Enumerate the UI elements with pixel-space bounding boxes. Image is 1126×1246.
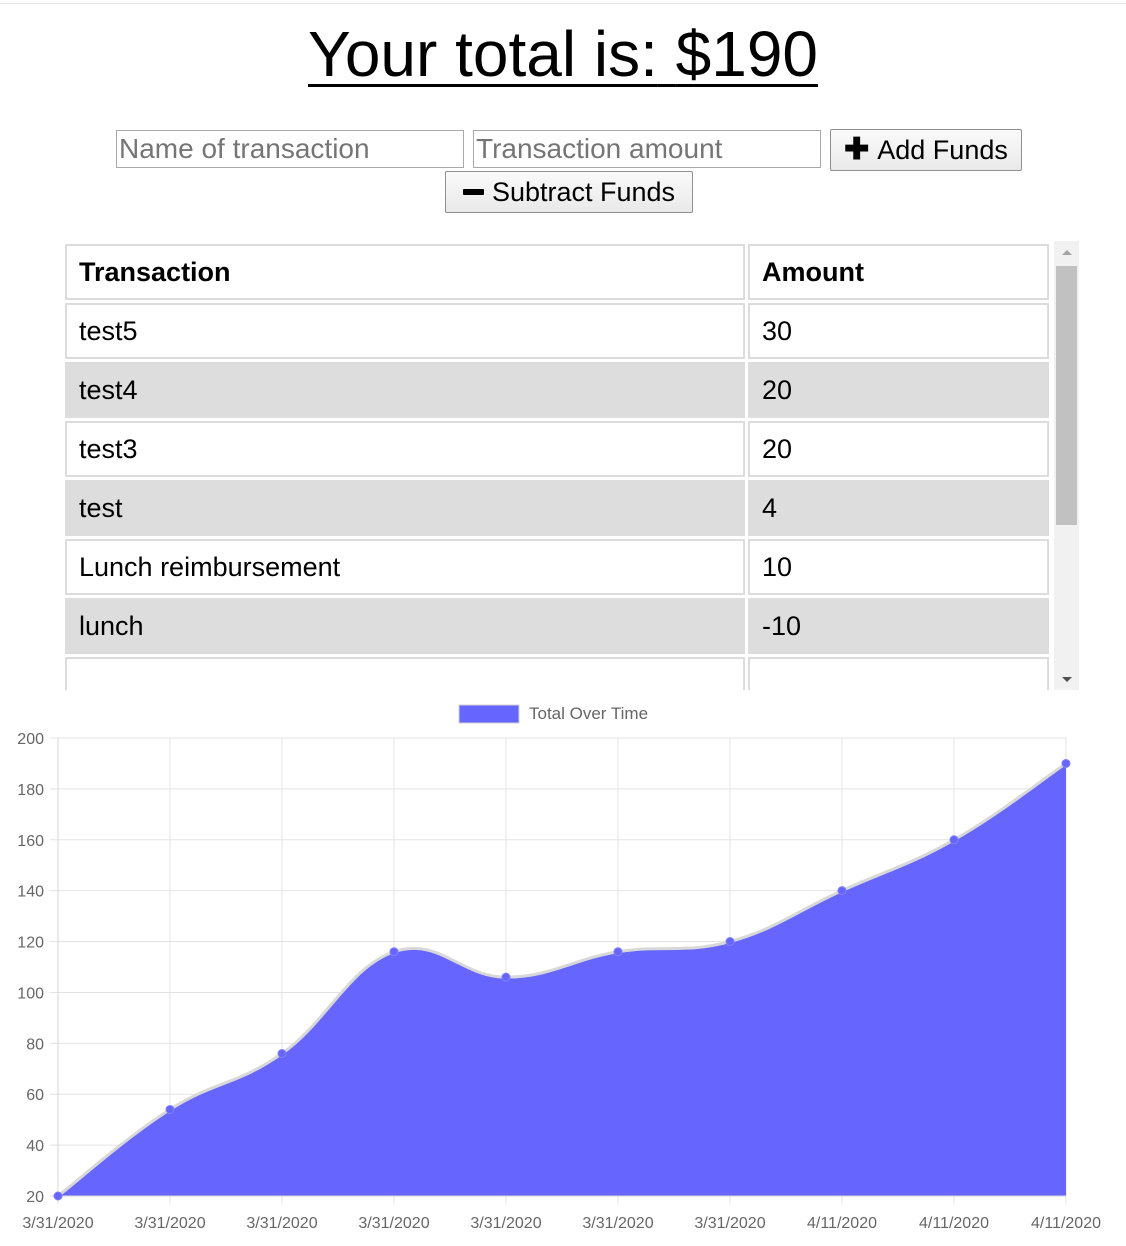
add-funds-label: Add Funds [877, 134, 1008, 165]
table-row: test4 20 [65, 362, 1049, 418]
series-line-total-over-time [57, 762, 1067, 1198]
transaction-name-cell: test3 [65, 421, 745, 477]
table-row: test5 30 [65, 303, 1049, 359]
transactions-table-container[interactable]: Transaction Amount test5 30 test4 20 tes… [62, 241, 1079, 690]
scroll-down-arrow-icon[interactable] [1054, 670, 1079, 688]
x-tick-label: 3/31/2020 [470, 1215, 541, 1232]
add-funds-button[interactable]: ✚ Add Funds [830, 129, 1022, 171]
transaction-amount-input[interactable] [473, 130, 821, 168]
transaction-name-cell: test4 [65, 362, 745, 418]
x-tick-label: 4/11/2020 [919, 1215, 989, 1232]
transaction-amount-cell: -10 [748, 598, 1049, 654]
table-header-row: Transaction Amount [65, 244, 1049, 300]
transaction-name-cell: lunch [65, 598, 745, 654]
data-point [165, 1104, 175, 1114]
page-title: Your total is: $190 [0, 18, 1126, 90]
data-point [389, 947, 399, 957]
series-area-total-over-time [58, 763, 1066, 1196]
y-tick-label: 80 [26, 1036, 44, 1053]
x-tick-label: 3/31/2020 [134, 1215, 205, 1232]
scrollbar-thumb[interactable] [1056, 266, 1077, 525]
column-header-amount: Amount [748, 244, 1049, 300]
data-point [949, 835, 959, 845]
transaction-amount-cell [748, 657, 1049, 690]
total-over-time-chart: Total Over Time 20 40 60 80 100 120 140 160 180 20… [17, 704, 1101, 1232]
y-tick-label: 100 [17, 985, 44, 1002]
subtract-funds-button[interactable]: Subtract Funds [445, 171, 693, 213]
legend-label: Total Over Time [529, 704, 648, 723]
transaction-name-cell: Lunch reimbursement [65, 539, 745, 595]
transaction-amount-cell: 30 [748, 303, 1049, 359]
data-point [53, 1191, 63, 1201]
x-tick-label: 3/31/2020 [694, 1215, 765, 1232]
data-point [277, 1049, 287, 1059]
transactions-table: Transaction Amount test5 30 test4 20 tes… [62, 241, 1052, 690]
transaction-name-cell: test5 [65, 303, 745, 359]
data-point [613, 947, 623, 957]
data-point [837, 886, 847, 896]
y-tick-label: 160 [17, 833, 44, 850]
transaction-amount-cell: 4 [748, 480, 1049, 536]
transaction-name-input[interactable] [116, 130, 464, 168]
x-tick-label: 3/31/2020 [246, 1215, 317, 1232]
y-tick-label: 200 [17, 731, 44, 748]
transaction-name-cell: test [65, 480, 745, 536]
scroll-up-arrow-icon[interactable] [1054, 243, 1079, 261]
column-header-transaction: Transaction [65, 244, 745, 300]
total-amount: $190 [675, 18, 818, 90]
x-tick-label: 3/31/2020 [22, 1215, 93, 1232]
data-point [501, 972, 511, 982]
top-divider [0, 3, 1126, 4]
y-tick-label: 140 [17, 884, 44, 901]
transaction-name-cell [65, 657, 745, 690]
data-point [725, 937, 735, 947]
table-scrollbar[interactable] [1054, 241, 1079, 690]
table-row-partial [65, 657, 1049, 690]
x-tick-label: 4/11/2020 [1031, 1215, 1101, 1232]
total-label: Your total is: [308, 18, 658, 90]
transaction-amount-cell: 20 [748, 421, 1049, 477]
x-tick-label: 3/31/2020 [582, 1215, 653, 1232]
transaction-amount-cell: 20 [748, 362, 1049, 418]
data-point [1061, 758, 1071, 768]
y-tick-label: 120 [17, 935, 44, 952]
y-tick-label: 40 [26, 1138, 44, 1155]
legend-swatch [458, 704, 520, 724]
minus-icon [462, 189, 484, 195]
y-tick-label: 60 [26, 1087, 44, 1104]
y-tick-label: 180 [17, 782, 44, 799]
subtract-funds-label: Subtract Funds [491, 176, 676, 207]
table-row: test3 20 [65, 421, 1049, 477]
y-tick-label: 20 [26, 1189, 44, 1206]
table-row: test 4 [65, 480, 1049, 536]
x-tick-label: 3/31/2020 [358, 1215, 429, 1232]
table-row: lunch -10 [65, 598, 1049, 654]
transaction-amount-cell: 10 [748, 539, 1049, 595]
plus-icon: ✚ [844, 133, 870, 166]
table-row: Lunch reimbursement 10 [65, 539, 1049, 595]
x-tick-label: 4/11/2020 [807, 1215, 877, 1232]
